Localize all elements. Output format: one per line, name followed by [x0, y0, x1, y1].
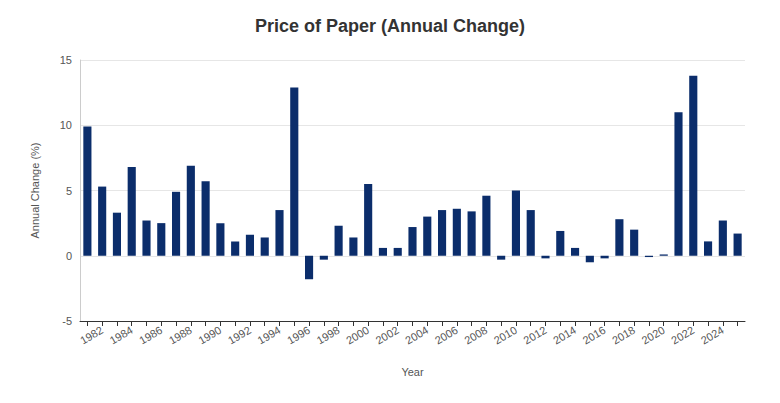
- svg-text:1988: 1988: [167, 324, 194, 347]
- svg-text:1990: 1990: [196, 324, 223, 347]
- svg-text:1998: 1998: [314, 324, 341, 347]
- svg-text:2022: 2022: [669, 324, 696, 347]
- svg-text:1982: 1982: [78, 324, 105, 347]
- svg-text:2018: 2018: [610, 324, 637, 347]
- svg-text:2006: 2006: [433, 324, 460, 347]
- svg-text:2012: 2012: [521, 324, 548, 347]
- svg-text:1996: 1996: [285, 324, 312, 347]
- svg-text:1984: 1984: [108, 324, 135, 347]
- svg-text:2020: 2020: [640, 324, 667, 347]
- svg-text:2016: 2016: [580, 324, 607, 347]
- svg-text:2004: 2004: [403, 324, 430, 347]
- svg-text:2024: 2024: [699, 324, 726, 347]
- svg-text:15: 15: [60, 54, 72, 66]
- svg-text:1986: 1986: [137, 324, 164, 347]
- svg-text:Year: Year: [401, 366, 424, 378]
- svg-text:5: 5: [66, 185, 72, 197]
- svg-text:Price of Paper (Annual Change): Price of Paper (Annual Change): [255, 16, 525, 36]
- svg-text:2010: 2010: [492, 324, 519, 347]
- svg-text:1992: 1992: [226, 324, 253, 347]
- svg-text:-5: -5: [62, 315, 72, 327]
- svg-text:Annual Change (%): Annual Change (%): [29, 142, 41, 238]
- svg-text:2008: 2008: [462, 324, 489, 347]
- svg-text:2002: 2002: [374, 324, 401, 347]
- svg-text:2000: 2000: [344, 324, 371, 347]
- svg-text:1994: 1994: [255, 324, 282, 347]
- svg-text:0: 0: [66, 250, 72, 262]
- svg-text:2014: 2014: [551, 324, 578, 347]
- svg-text:10: 10: [60, 119, 72, 131]
